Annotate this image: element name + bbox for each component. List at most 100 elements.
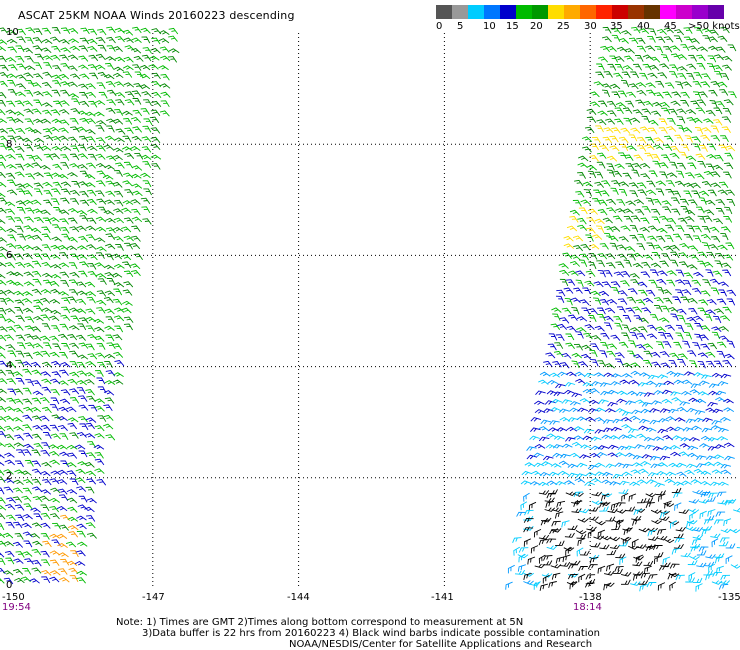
wind-barb — [573, 491, 584, 497]
wind-barb — [675, 81, 684, 89]
wind-barb — [96, 137, 106, 144]
wind-barb — [680, 198, 689, 206]
wind-barb — [662, 206, 672, 214]
wind-barb — [641, 115, 650, 124]
wind-barb — [49, 513, 60, 520]
wind-barb — [590, 477, 602, 484]
wind-barb — [573, 500, 583, 507]
wind-barb — [589, 91, 600, 98]
wind-barb — [597, 110, 608, 116]
wind-barb — [643, 565, 652, 574]
wind-barb — [724, 206, 733, 215]
wind-barb — [686, 63, 697, 70]
wind-barb — [576, 316, 588, 322]
wind-barb — [33, 137, 45, 143]
wind-barb — [14, 533, 24, 540]
wind-barb — [667, 118, 676, 125]
wind-barb — [40, 297, 51, 304]
wind-barb — [0, 567, 6, 575]
wind-barb — [702, 28, 713, 34]
wind-barb — [651, 216, 661, 224]
wind-barb — [68, 217, 78, 224]
wind-barb — [625, 400, 636, 405]
wind-barb — [31, 478, 42, 486]
wind-barb — [5, 146, 16, 153]
wind-barb — [16, 342, 26, 350]
wind-barb — [3, 541, 14, 547]
wind-barb — [0, 237, 7, 243]
wind-barb — [24, 316, 35, 324]
wind-barb — [104, 361, 113, 368]
wind-barb — [524, 462, 536, 467]
wind-barb — [594, 181, 605, 188]
wind-barb — [87, 198, 97, 205]
wind-barb — [112, 147, 124, 153]
wind-barb — [59, 451, 70, 457]
wind-barb — [637, 145, 647, 152]
y-tick-label: 6 — [6, 250, 13, 261]
wind-barb — [32, 496, 43, 503]
wind-barb — [3, 577, 14, 585]
wind-barb — [4, 334, 15, 341]
wind-barb — [34, 53, 44, 61]
wind-barb — [673, 341, 682, 349]
wind-barb — [22, 414, 33, 421]
wind-barb — [633, 199, 645, 205]
wind-barb — [112, 226, 124, 232]
wind-barb — [638, 326, 648, 333]
wind-barb — [49, 459, 60, 465]
wind-barb — [560, 561, 571, 567]
wind-barb — [87, 334, 98, 341]
wind-barb — [0, 253, 7, 260]
wind-barb — [685, 109, 697, 115]
wind-barb — [94, 433, 105, 439]
wind-barb — [50, 309, 62, 315]
wind-barb — [553, 350, 564, 358]
wind-barb — [114, 170, 123, 177]
wind-barb — [658, 418, 670, 423]
wind-barb — [617, 390, 628, 396]
wind-barb — [689, 389, 701, 395]
wind-barb — [659, 455, 671, 461]
wind-barb — [42, 272, 53, 278]
wind-barb — [609, 135, 619, 143]
wind-barb — [15, 183, 26, 189]
wind-barb — [84, 379, 95, 385]
wind-barb — [6, 271, 17, 277]
wind-barb — [8, 64, 18, 71]
wind-barb — [14, 469, 25, 475]
wind-barb — [620, 225, 631, 232]
wind-barb — [714, 553, 725, 559]
wind-barb — [41, 461, 52, 468]
wind-barb — [7, 135, 17, 143]
wind-barb — [629, 117, 641, 123]
wind-barb — [686, 316, 697, 323]
wind-barb — [57, 488, 68, 495]
wind-barb — [721, 126, 731, 134]
wind-barb — [659, 63, 670, 70]
wind-barb — [630, 362, 641, 368]
wind-barb — [131, 216, 143, 223]
wind-barb — [609, 55, 618, 63]
wind-barb — [79, 73, 90, 80]
wind-barb — [630, 370, 642, 376]
wind-barb — [597, 307, 606, 315]
wind-barb — [517, 564, 526, 572]
wind-barb — [711, 469, 723, 475]
wind-barb — [690, 546, 700, 552]
wind-barb — [670, 100, 681, 107]
wind-barb — [60, 314, 71, 321]
wind-barb — [85, 182, 96, 188]
wind-barb — [573, 287, 583, 294]
wind-barb — [674, 180, 686, 187]
wind-barb — [640, 217, 650, 225]
wind-barb — [15, 55, 25, 63]
wind-barb — [7, 89, 17, 96]
wind-barb — [656, 235, 666, 243]
wind-barb — [693, 372, 705, 377]
wind-barb — [588, 314, 597, 322]
wind-barb — [0, 80, 8, 88]
wind-barb — [699, 510, 707, 519]
wind-barb — [563, 235, 574, 242]
wind-barb — [4, 425, 14, 432]
